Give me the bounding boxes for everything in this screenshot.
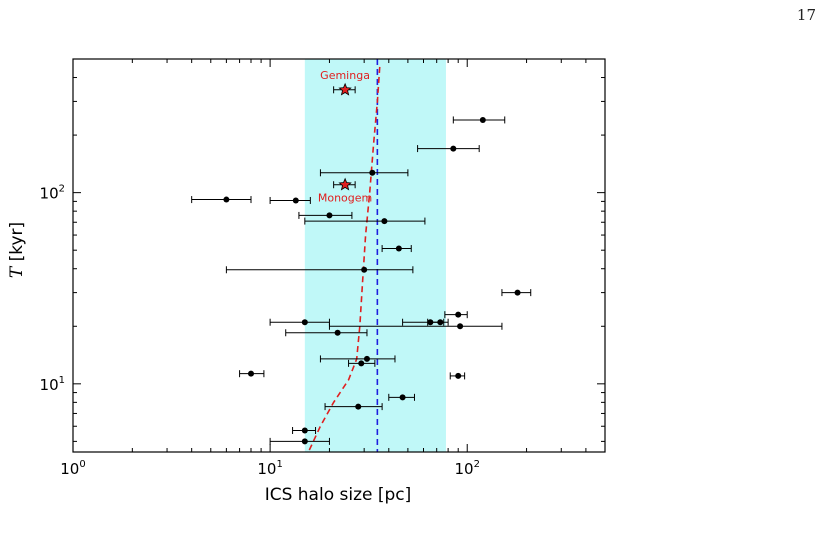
data-point [248,370,255,377]
data-point [369,169,376,176]
y-tick-label: 101 [40,375,65,394]
data-point [326,212,333,219]
data-point [479,116,486,123]
trend-curve [308,65,381,451]
data-point [358,360,365,367]
data-point [292,197,299,204]
data-point [427,319,434,326]
data-point [457,323,464,330]
data-point [355,403,362,410]
data-point [381,218,388,225]
data-point [301,427,308,434]
star-point [338,177,352,191]
data-points-layer [223,82,521,445]
data-point [301,438,308,445]
data-point [455,372,462,379]
data-point [450,145,457,152]
axes-frame [72,58,606,453]
data-point [334,329,341,336]
x-tick-label: 101 [257,459,282,478]
data-point [363,355,370,362]
x-tick-label: 102 [454,459,479,478]
data-point [223,196,230,203]
data-point [437,319,444,326]
page-number: 17 [796,6,816,24]
shaded-band-layer [304,59,446,452]
shaded-band [304,59,446,452]
data-point [399,394,406,401]
data-point [514,289,521,296]
trend-curve-layer [308,65,381,451]
data-point [395,245,402,252]
y-axis-label: T [kyr] [7,222,27,278]
data-point [361,266,368,273]
x-tick-label: 100 [60,459,85,478]
point-label: Monogem [318,192,372,205]
annotation-layer: Geminga Monogem [318,69,372,205]
data-point [301,319,308,326]
data-point [455,311,462,318]
star-point [338,82,352,96]
x-axis-label: ICS halo size [pc] [265,485,412,505]
point-label: Geminga [320,69,370,82]
y-tick-label: 102 [40,184,65,203]
axes-layer: 100 101 102 101 102 [40,58,606,478]
